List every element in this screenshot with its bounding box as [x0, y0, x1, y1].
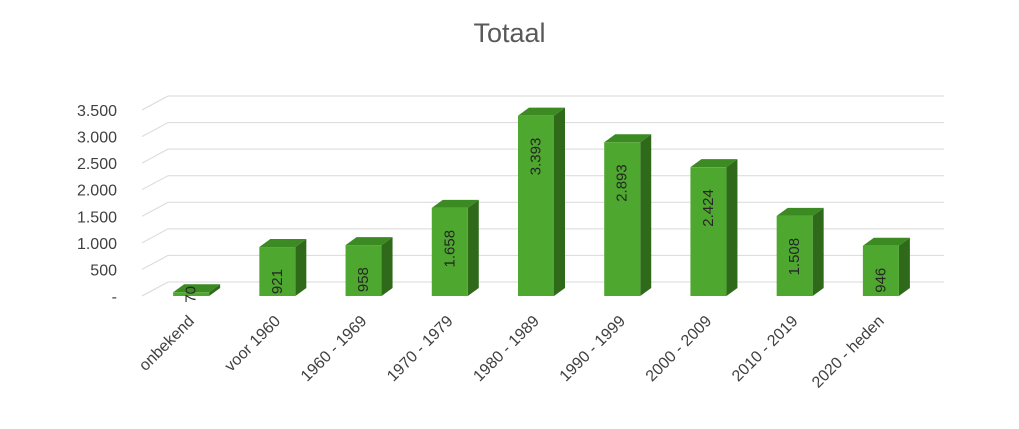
data-label: 2.424 — [700, 189, 717, 227]
data-label: 1.658 — [441, 230, 458, 268]
gridline — [141, 95, 944, 111]
bar-front — [259, 247, 296, 296]
data-label: 1.508 — [786, 238, 803, 276]
bar-top — [259, 239, 307, 248]
gridline — [141, 201, 944, 217]
bar: 1.508 — [776, 207, 824, 296]
x-axis-labels: onbekend voor 1960 1960 - 1969 1970 - 1979 1… — [136, 313, 888, 392]
x-tick-label: 1990 - 1999 — [557, 313, 629, 385]
y-tick-label: - — [112, 289, 117, 306]
bar: 958 — [345, 237, 393, 296]
bar-front — [690, 167, 727, 296]
bar-side — [726, 159, 738, 296]
x-tick-label: onbekend — [136, 313, 198, 375]
bar: 70 — [173, 284, 221, 303]
gridline — [141, 228, 944, 244]
bar-top — [690, 159, 738, 168]
bar-top — [431, 199, 479, 208]
gridline — [141, 148, 944, 164]
chart-title: Totaal — [473, 18, 546, 48]
bar-side — [467, 199, 479, 296]
bar-front — [345, 245, 382, 296]
y-tick-label: 500 — [90, 262, 117, 279]
bar-side — [209, 284, 221, 296]
bar-side — [898, 237, 910, 296]
data-label: 2.893 — [614, 164, 631, 202]
gridlines — [141, 95, 944, 297]
bar: 1.658 — [431, 199, 479, 296]
bar-top — [345, 237, 393, 246]
y-tick-label: 2.000 — [77, 183, 117, 200]
bar-top — [776, 207, 824, 216]
bar-side — [381, 237, 393, 296]
bar: 946 — [862, 237, 910, 296]
bar-top — [518, 107, 565, 116]
data-label: 946 — [872, 268, 889, 293]
gridline — [141, 175, 944, 191]
bar-top — [862, 237, 910, 246]
data-label: 958 — [355, 267, 372, 292]
y-axis-ticks: - 500 1.000 1.500 2.000 2.500 3.000 3.500 — [77, 103, 117, 306]
bar-front — [862, 245, 899, 296]
bar-front — [604, 142, 641, 296]
bar: 3.393 — [518, 107, 565, 297]
y-tick-label: 1.000 — [77, 236, 117, 253]
bars: 70 921 958 1.658 3.393 2.893 2.424 1.508 946 — [173, 107, 910, 303]
bar: 2.893 — [604, 134, 652, 296]
gridline — [141, 122, 944, 138]
bar-front — [431, 207, 468, 296]
bar-front — [518, 115, 554, 297]
y-tick-label: 3.000 — [77, 130, 117, 147]
x-tick-label: 1960 - 1969 — [298, 313, 370, 385]
x-tick-label: 1980 - 1989 — [470, 313, 542, 385]
bar-front — [776, 215, 813, 296]
bar-top — [604, 134, 652, 143]
bar: 2.424 — [690, 159, 738, 296]
bar-side — [295, 239, 307, 296]
x-tick-label: 2000 - 2009 — [643, 313, 715, 385]
gridline — [141, 254, 944, 270]
bar-top — [173, 284, 221, 293]
y-tick-label: 3.500 — [77, 103, 117, 120]
bar-side — [554, 107, 565, 297]
bar: 921 — [259, 239, 307, 296]
x-tick-label: 2010 - 2019 — [729, 313, 801, 385]
x-tick-label: voor 1960 — [222, 313, 284, 375]
gridline — [141, 281, 944, 297]
y-tick-label: 1.500 — [77, 209, 117, 226]
bar-side — [640, 134, 652, 296]
x-tick-label: 1970 - 1979 — [384, 313, 456, 385]
data-label: 921 — [269, 269, 286, 294]
data-label: 70 — [183, 286, 200, 303]
bar-front — [173, 292, 210, 296]
data-label: 3.393 — [528, 138, 545, 176]
bar-side — [812, 207, 824, 296]
y-tick-label: 2.500 — [77, 156, 117, 173]
x-tick-label: 2020 - heden — [809, 313, 888, 392]
